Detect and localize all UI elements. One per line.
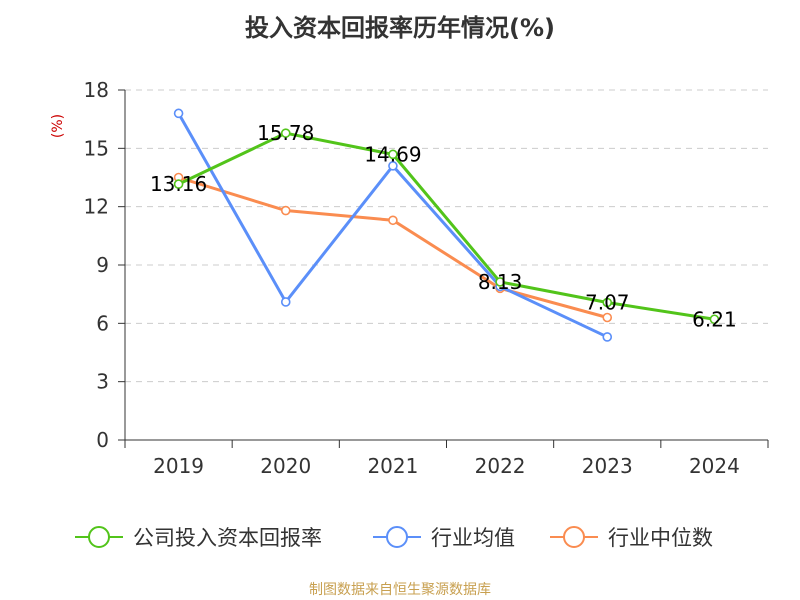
series-line-3 xyxy=(178,176,608,319)
data-point xyxy=(602,312,613,323)
legend-marker-icon xyxy=(386,526,408,548)
data-label: 8.13 xyxy=(478,270,523,294)
x-tick-label: 2019 xyxy=(153,454,204,478)
data-label: 7.07 xyxy=(585,291,630,315)
legend-label: 公司投入资本回报率 xyxy=(133,526,322,550)
data-label: 6.21 xyxy=(692,307,737,331)
legend-item: 行业均值 xyxy=(373,526,515,550)
y-tick-label: 9 xyxy=(96,253,109,277)
data-label: 15.78 xyxy=(257,121,314,145)
data-point xyxy=(388,149,398,160)
data-source-note: 制图数据来自恒生聚源数据库 xyxy=(309,582,491,598)
legend-item: 行业中位数 xyxy=(550,526,713,550)
legend-item: 公司投入资本回报率 xyxy=(75,526,322,550)
legend-marker-icon xyxy=(88,526,110,548)
y-tick-label: 15 xyxy=(84,136,109,160)
data-point xyxy=(602,332,613,342)
legend-label: 行业均值 xyxy=(431,526,515,550)
legend-label: 行业中位数 xyxy=(608,526,713,550)
y-tick-label: 6 xyxy=(96,311,109,335)
data-point xyxy=(495,277,505,287)
data-label: 13.16 xyxy=(150,172,207,196)
data-label: 14.69 xyxy=(364,142,421,166)
data-point xyxy=(602,297,613,308)
y-tick-label: 18 xyxy=(84,78,109,102)
y-tick-label: 3 xyxy=(96,370,109,394)
data-point xyxy=(709,314,720,325)
data-point xyxy=(388,215,398,226)
y-tick-label: 0 xyxy=(96,428,109,452)
data-point xyxy=(173,108,184,119)
data-point xyxy=(280,128,291,138)
x-tick-label: 2022 xyxy=(475,454,526,478)
data-point xyxy=(173,179,184,189)
legend-marker-icon xyxy=(563,526,585,548)
x-tick-label: 2021 xyxy=(367,454,418,478)
x-tick-label: 2020 xyxy=(260,454,311,478)
chart-title: 投入资本回报率历年情况(%) xyxy=(245,14,555,42)
data-point xyxy=(388,161,398,171)
x-tick-label: 2023 xyxy=(582,454,633,478)
data-point xyxy=(280,205,291,216)
y-tick-label: 12 xyxy=(84,195,109,219)
y-axis-unit-label: (%) xyxy=(50,114,66,138)
data-point xyxy=(280,297,291,307)
series-line-1 xyxy=(177,131,715,321)
x-tick-label: 2024 xyxy=(689,454,740,478)
